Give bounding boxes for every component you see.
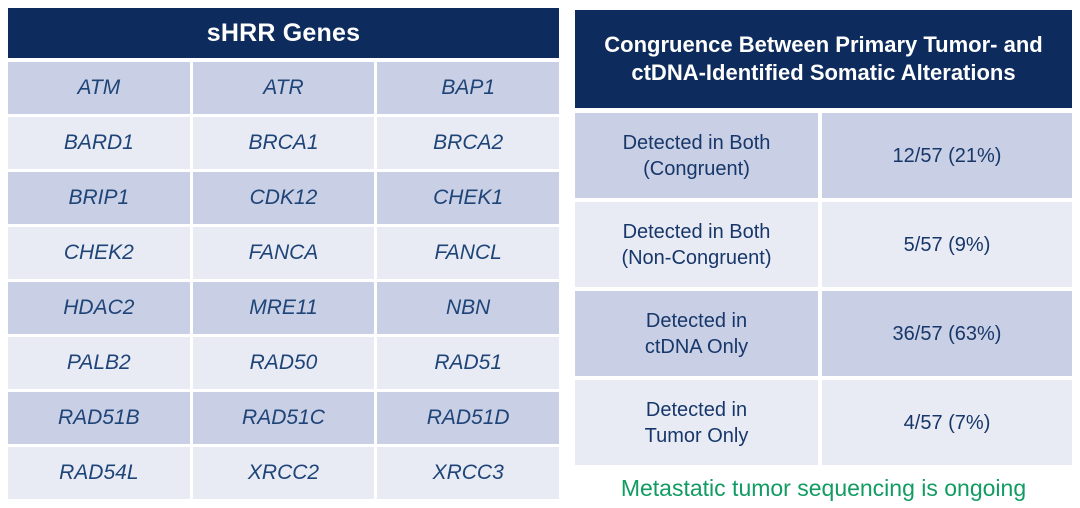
congruence-table: Congruence Between Primary Tumor- and ct… [575, 10, 1072, 502]
congruence-table-title: Congruence Between Primary Tumor- and ct… [575, 10, 1072, 108]
gene-cell: XRCC2 [192, 447, 375, 499]
gene-cell: ATM [8, 62, 190, 114]
gene-cell: HDAC2 [8, 282, 190, 334]
congruence-row-value: 5/57 (9%) [822, 202, 1072, 287]
congruence-row-label: Detected in Tumor Only [575, 380, 818, 465]
gene-cell: RAD51C [192, 392, 375, 444]
gene-cell: FANCA [192, 227, 375, 279]
gene-cell: RAD51D [377, 392, 559, 444]
congruence-row-label: Detected in Both (Non-Congruent) [575, 202, 818, 287]
label-line-1: Detected in [645, 309, 748, 332]
congruence-row-value: 36/57 (63%) [822, 291, 1072, 376]
congruence-row-value: 4/57 (7%) [822, 380, 1072, 465]
shrr-genes-table-title: sHRR Genes [8, 8, 559, 58]
shrr-genes-grid: ATM ATR BAP1 BARD1 BRCA1 BRCA2 BRIP1 CDK… [8, 62, 559, 499]
label-line-1: Detected in [645, 398, 748, 421]
label-line-2: (Congruent) [643, 157, 750, 180]
gene-cell: BARD1 [8, 117, 190, 169]
gene-cell: FANCL [377, 227, 559, 279]
gene-cell: CDK12 [192, 172, 375, 224]
congruence-row-label: Detected in ctDNA Only [575, 291, 818, 376]
label-line-1: Detected in Both [622, 220, 771, 243]
gene-cell: XRCC3 [377, 447, 559, 499]
gene-cell: BRCA1 [192, 117, 375, 169]
label-line-1: Detected in Both [622, 131, 771, 154]
congruence-grid: Detected in Both (Congruent) 12/57 (21%)… [575, 113, 1072, 465]
gene-cell: PALB2 [8, 337, 190, 389]
label-line-2: Tumor Only [644, 424, 749, 447]
gene-cell: RAD50 [192, 337, 375, 389]
congruence-row-label: Detected in Both (Congruent) [575, 113, 818, 198]
gene-cell: CHEK2 [8, 227, 190, 279]
gene-cell: BAP1 [377, 62, 559, 114]
gene-cell: RAD51B [8, 392, 190, 444]
gene-cell: RAD51 [377, 337, 559, 389]
gene-cell: ATR [192, 62, 375, 114]
gene-cell: RAD54L [8, 447, 190, 499]
shrr-genes-table: sHRR Genes ATM ATR BAP1 BARD1 BRCA1 BRCA… [8, 8, 559, 499]
gene-cell: NBN [377, 282, 559, 334]
congruence-row-value: 12/57 (21%) [822, 113, 1072, 198]
gene-cell: BRIP1 [8, 172, 190, 224]
gene-cell: MRE11 [192, 282, 375, 334]
metastatic-sequencing-footnote: Metastatic tumor sequencing is ongoing [620, 475, 1027, 501]
gene-cell: CHEK1 [377, 172, 559, 224]
gene-cell: BRCA2 [377, 117, 559, 169]
label-line-2: ctDNA Only [644, 335, 749, 358]
label-line-2: (Non-Congruent) [621, 246, 772, 269]
